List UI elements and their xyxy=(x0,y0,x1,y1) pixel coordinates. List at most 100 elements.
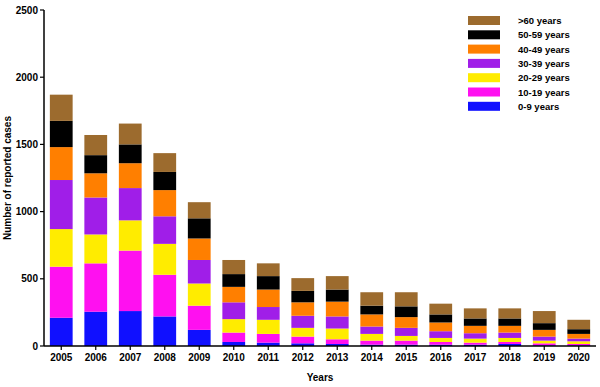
x-tick-label: 2006 xyxy=(85,352,108,363)
x-tick-label: 2019 xyxy=(533,352,556,363)
bar-segment xyxy=(567,341,590,344)
bar-segment xyxy=(119,188,142,220)
x-tick xyxy=(199,346,200,350)
bar-segment xyxy=(153,244,176,275)
x-tick xyxy=(164,346,165,350)
bar-segment xyxy=(188,330,211,346)
legend-label: >60 years xyxy=(518,15,562,26)
x-tick-label: 2010 xyxy=(223,352,246,363)
bar-segment xyxy=(291,316,314,328)
bar-segment xyxy=(464,308,487,318)
bar-segment xyxy=(119,220,142,250)
bar-segment xyxy=(50,180,73,229)
legend-label: 40-49 years xyxy=(518,44,570,55)
bar-segment xyxy=(222,287,245,302)
bar-segment xyxy=(119,144,142,163)
y-axis-label: Number of reported cases xyxy=(2,116,13,240)
bar-segment xyxy=(257,334,280,343)
bar-segment xyxy=(498,342,521,344)
x-tick xyxy=(61,346,62,350)
bar-segment xyxy=(326,302,349,317)
bar-segment xyxy=(188,260,211,284)
legend-swatch xyxy=(468,88,500,97)
bar-segment xyxy=(291,328,314,337)
x-tick-label: 2013 xyxy=(326,352,349,363)
bar-segment xyxy=(222,260,245,274)
bar-segment xyxy=(360,292,383,305)
bar-segment xyxy=(533,330,556,337)
bar-segment xyxy=(498,333,521,338)
bar-segment xyxy=(188,306,211,330)
bar-segment xyxy=(50,229,73,267)
x-tick xyxy=(509,346,510,350)
bar-segment xyxy=(119,124,142,145)
bar-segment xyxy=(222,333,245,342)
bar-segment xyxy=(360,314,383,326)
bar-segment xyxy=(498,326,521,333)
bar-segment xyxy=(84,155,107,173)
chart: 0500100015002000250020052006200720082009… xyxy=(0,0,600,387)
bar-segment xyxy=(257,290,280,307)
bar-segment xyxy=(188,238,211,260)
bar-segment xyxy=(567,344,590,345)
y-tick-label: 2500 xyxy=(16,5,39,16)
bar-segment xyxy=(326,316,349,328)
x-tick-label: 2007 xyxy=(119,352,142,363)
bar-segment xyxy=(84,263,107,311)
bar-segment xyxy=(222,302,245,319)
x-tick xyxy=(544,346,545,350)
bar-segment xyxy=(567,329,590,334)
bar-segment xyxy=(360,334,383,341)
bar-segment xyxy=(119,251,142,311)
x-tick xyxy=(371,346,372,350)
bar-segment xyxy=(291,278,314,291)
bar-segment xyxy=(464,326,487,333)
bar-segment xyxy=(291,302,314,315)
x-tick xyxy=(578,346,579,350)
bar-segment xyxy=(153,316,176,346)
bar-segment xyxy=(464,333,487,338)
x-tick xyxy=(302,346,303,350)
bar-segment xyxy=(498,318,521,325)
legend-label: 50-59 years xyxy=(518,29,570,40)
bar-segment xyxy=(498,308,521,318)
bar-segment xyxy=(291,291,314,302)
bar-segment xyxy=(395,341,418,345)
x-axis xyxy=(44,345,596,347)
x-tick xyxy=(130,346,131,350)
y-tick xyxy=(40,9,44,10)
bar-segment xyxy=(360,341,383,345)
bar-segment xyxy=(257,276,280,289)
bar-segment xyxy=(153,190,176,216)
x-tick-label: 2005 xyxy=(50,352,73,363)
bar-segment xyxy=(464,318,487,325)
bar-segment xyxy=(84,197,107,234)
bar-segment xyxy=(84,234,107,263)
x-tick xyxy=(95,346,96,350)
bar-segment xyxy=(119,163,142,188)
bar-segment xyxy=(567,334,590,339)
bar-segment xyxy=(119,311,142,346)
bar-segment xyxy=(533,337,556,341)
x-axis-label: Years xyxy=(307,372,334,383)
x-tick-label: 2018 xyxy=(499,352,522,363)
bar-segment xyxy=(257,307,280,320)
y-tick-label: 2000 xyxy=(16,72,39,83)
x-tick xyxy=(475,346,476,350)
bar-segment xyxy=(533,341,556,344)
x-tick xyxy=(233,346,234,350)
bar-segment xyxy=(84,173,107,197)
x-tick-label: 2017 xyxy=(464,352,487,363)
bar-segment xyxy=(50,318,73,346)
legend-swatch xyxy=(468,45,500,54)
bar-segment xyxy=(153,172,176,190)
y-tick-label: 500 xyxy=(21,273,38,284)
bar-segment xyxy=(533,323,556,330)
legend-label: 10-19 years xyxy=(518,87,570,98)
bar-segment xyxy=(395,336,418,341)
legend-swatch xyxy=(468,59,500,68)
y-tick xyxy=(40,345,44,346)
bar-segment xyxy=(188,284,211,306)
bar-segment xyxy=(429,304,452,315)
bar-segment xyxy=(188,218,211,238)
